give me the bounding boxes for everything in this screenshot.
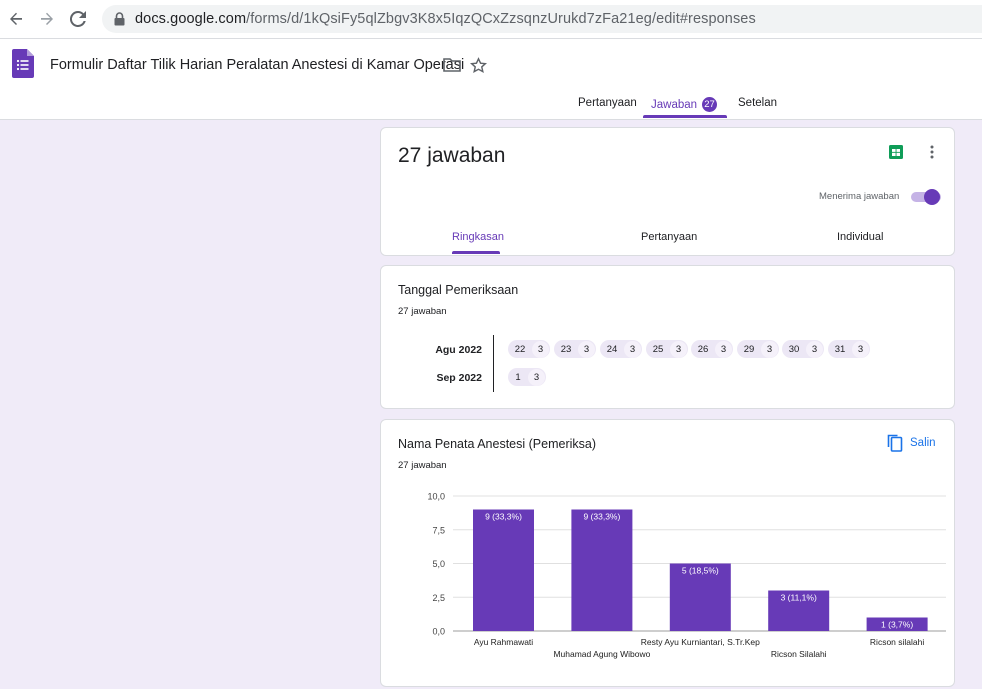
bar-chart: 0,0 2,5 5,0 7,5 10,0 9 (33,3%) Ayu Rahmawati 9 … — [427, 492, 946, 659]
url-text: docs.google.com/forms/d/1kQsiFy5qlZbgv3K… — [135, 11, 756, 27]
subtab-summary[interactable]: Ringkasan — [452, 231, 504, 243]
y-tick-label: 10,0 — [427, 492, 445, 502]
x-tick-label: Ricson silalahi — [870, 637, 924, 647]
question-title: Nama Penata Anestesi (Pemeriksa) — [398, 437, 597, 451]
bar — [768, 590, 830, 631]
date-chip: 22 3 — [508, 340, 550, 358]
data-label: 5 (18,5%) — [682, 566, 719, 576]
reload-icon[interactable] — [68, 9, 88, 29]
x-tick-label: Muhamad Agung Wibowo — [553, 649, 650, 659]
data-label: 9 (33,3%) — [583, 512, 620, 522]
active-tab-indicator — [643, 115, 727, 118]
y-tick-label: 7,5 — [432, 525, 445, 535]
x-tick-label: Ricson Silalahi — [771, 649, 827, 659]
copy-label: Salin — [910, 437, 936, 449]
x-tick-label: Resty Ayu Kurniantari, S.Tr.Kep — [641, 637, 760, 647]
responses-summary-card: 27 jawaban Menerima jawaban Ringkasan Pe… — [380, 127, 955, 256]
subtab-questions[interactable]: Pertanyaan — [641, 231, 698, 243]
toggle-knob — [924, 189, 940, 205]
date-axis-line — [493, 335, 494, 392]
tab-responses-label: Jawaban — [651, 99, 698, 111]
tab-questions[interactable]: Pertanyaan — [578, 97, 637, 109]
responses-count-badge: 27 — [702, 97, 718, 112]
forms-header: Formulir Daftar Tilik Harian Peralatan A… — [0, 39, 982, 120]
star-icon[interactable] — [469, 57, 488, 79]
name-question-card: Nama Penata Anestesi (Pemeriksa) 27 jawa… — [380, 419, 955, 687]
browser-toolbar: docs.google.com/forms/d/1kQsiFy5qlZbgv3K… — [0, 0, 982, 39]
bar — [866, 617, 928, 631]
lock-icon — [114, 12, 125, 31]
question-response-count: 27 jawaban — [398, 306, 447, 317]
address-bar[interactable]: docs.google.com/forms/d/1kQsiFy5qlZbgv3K… — [102, 5, 982, 33]
tab-responses[interactable]: Jawaban 27 — [651, 97, 718, 112]
copy-chart-button[interactable]: Salin — [887, 434, 936, 452]
date-chip: 25 3 — [646, 340, 688, 358]
bar — [571, 509, 633, 631]
date-question-card: Tanggal Pemeriksaan 27 jawaban Agu 2022 … — [380, 265, 955, 409]
date-chip: 30 3 — [782, 340, 824, 358]
google-forms-icon[interactable] — [12, 49, 34, 83]
back-icon[interactable] — [6, 9, 26, 29]
date-chip: 29 3 — [737, 340, 779, 358]
accepting-responses-label: Menerima jawaban — [819, 191, 900, 202]
date-chip: 23 3 — [554, 340, 596, 358]
y-tick-label: 2,5 — [432, 593, 445, 603]
data-label: 9 (33,3%) — [485, 512, 522, 522]
bar — [669, 563, 731, 631]
question-title: Tanggal Pemeriksaan — [398, 283, 519, 297]
sheets-icon[interactable] — [888, 144, 904, 165]
y-tick-label: 5,0 — [432, 559, 445, 569]
copy-icon — [887, 434, 903, 452]
form-title[interactable]: Formulir Daftar Tilik Harian Peralatan A… — [50, 57, 465, 73]
forward-icon[interactable] — [37, 9, 57, 29]
month-label: Agu 2022 — [435, 344, 482, 356]
date-chip: 24 3 — [600, 340, 642, 358]
data-label: 3 (11,1%) — [781, 593, 817, 603]
y-tick-label: 0,0 — [432, 627, 445, 637]
more-options-icon[interactable] — [924, 144, 940, 165]
responses-count-title: 27 jawaban — [398, 144, 506, 167]
date-chip: 31 3 — [828, 340, 870, 358]
active-subtab-indicator — [452, 251, 500, 254]
question-response-count: 27 jawaban — [398, 460, 447, 471]
month-label: Sep 2022 — [436, 372, 482, 384]
date-chip: 26 3 — [691, 340, 733, 358]
tab-settings[interactable]: Setelan — [738, 97, 778, 109]
data-label: 1 (3,7%) — [881, 620, 913, 630]
bar — [473, 509, 534, 631]
subtab-individual[interactable]: Individual — [837, 231, 884, 243]
folder-icon[interactable] — [443, 57, 461, 78]
x-tick-label: Ayu Rahmawati — [474, 637, 533, 647]
